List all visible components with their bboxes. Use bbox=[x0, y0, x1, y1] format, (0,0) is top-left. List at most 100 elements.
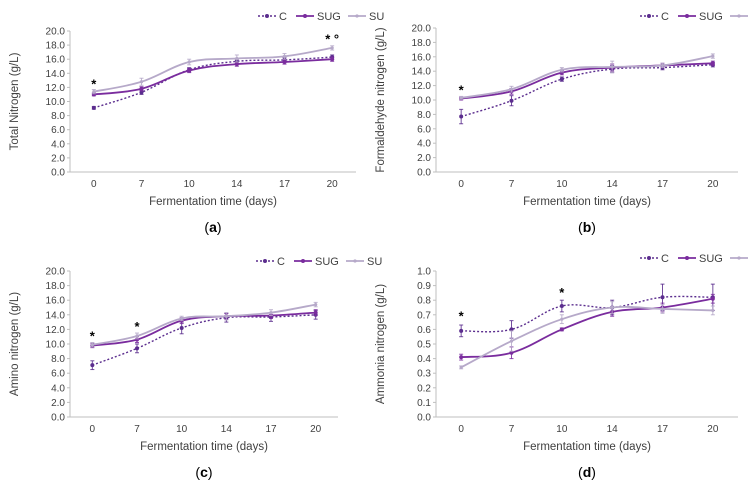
y-tick-label: 0.6 bbox=[417, 325, 431, 336]
x-tick-label: 10 bbox=[556, 179, 568, 190]
data-point-SUG bbox=[187, 68, 192, 73]
series-SUG bbox=[91, 56, 335, 97]
data-point-SUG bbox=[710, 296, 715, 301]
data-point-SU bbox=[269, 311, 273, 315]
data-point-C bbox=[179, 325, 184, 330]
data-point-SU bbox=[135, 334, 139, 338]
series-SU bbox=[459, 53, 715, 100]
x-tick-label: 14 bbox=[607, 424, 619, 435]
series-SU bbox=[90, 301, 318, 348]
data-point-C bbox=[90, 363, 95, 368]
data-point-SU bbox=[711, 54, 715, 58]
x-tick-label: 0 bbox=[90, 424, 96, 435]
series-line-SU bbox=[461, 55, 713, 99]
series-line-SUG bbox=[92, 311, 316, 347]
data-point-SUG bbox=[710, 61, 715, 66]
legend-label: SUG bbox=[317, 11, 341, 23]
legend-item-SU: SU bbox=[730, 14, 748, 18]
data-point-SU bbox=[610, 65, 614, 69]
y-tick-label: 10.0 bbox=[46, 97, 66, 108]
series-line-SUG bbox=[461, 297, 713, 359]
data-point-SUG bbox=[139, 86, 144, 91]
data-point-C bbox=[459, 328, 464, 333]
series-SU bbox=[459, 301, 715, 370]
legend-marker bbox=[647, 256, 651, 260]
x-tick-label: 7 bbox=[509, 179, 515, 190]
x-tick-label: 10 bbox=[556, 424, 568, 435]
data-point-SU bbox=[711, 308, 715, 313]
x-tick-label: 10 bbox=[176, 424, 188, 435]
y-tick-label: 2.0 bbox=[417, 153, 431, 164]
y-tick-label: 12.0 bbox=[412, 81, 432, 92]
legend-item-SUG: SUG bbox=[678, 11, 723, 23]
legend-label: C bbox=[661, 253, 669, 265]
series-SUG bbox=[90, 309, 318, 349]
chart-panel-c: 0.0 2.0 4.0 6.0 8.0 10.0 12.0 14.0 16.0 18.0 20.0 0… bbox=[9, 256, 382, 480]
x-tick-label: 7 bbox=[509, 424, 515, 435]
legend-item-C: C bbox=[640, 11, 669, 23]
y-tick-label: 16.0 bbox=[412, 52, 432, 63]
y-tick-label: 10.0 bbox=[412, 96, 432, 107]
y-tick-label: 20.0 bbox=[412, 24, 432, 35]
data-point-SU bbox=[180, 316, 184, 321]
series-SUG bbox=[459, 293, 715, 361]
data-point-SU bbox=[459, 365, 463, 369]
y-tick-label: 0.5 bbox=[417, 340, 431, 351]
x-tick-label: 14 bbox=[607, 179, 619, 190]
data-point-SU bbox=[314, 302, 318, 307]
y-tick-label: 12.0 bbox=[46, 83, 66, 94]
y-tick-label: 18.0 bbox=[412, 38, 432, 49]
y-tick-label: 16.0 bbox=[46, 296, 66, 307]
data-point-SUG bbox=[330, 57, 335, 62]
data-point-SU bbox=[235, 56, 239, 61]
y-axis-title: Amino nitrogen (g/L) bbox=[9, 292, 21, 396]
x-tick-label: 20 bbox=[310, 424, 322, 435]
legend-marker bbox=[263, 259, 267, 263]
y-tick-label: 20.0 bbox=[46, 267, 66, 278]
significance-mark: * ° bbox=[325, 31, 339, 46]
y-tick-label: 4.0 bbox=[51, 383, 65, 394]
y-tick-label: 0.0 bbox=[51, 168, 65, 179]
data-point-C bbox=[660, 295, 665, 300]
panel-label: (b) bbox=[578, 219, 596, 235]
data-point-SU bbox=[330, 46, 334, 50]
significance-mark: * bbox=[90, 329, 96, 344]
data-point-SU bbox=[90, 343, 94, 347]
legend-marker bbox=[355, 14, 359, 18]
x-axis-title: Fermentation time (days) bbox=[140, 441, 268, 453]
y-tick-label: 16.0 bbox=[46, 55, 66, 66]
y-tick-label: 8.0 bbox=[417, 110, 431, 121]
significance-mark: * bbox=[559, 285, 565, 300]
y-tick-label: 2.0 bbox=[51, 153, 65, 164]
y-tick-label: 8.0 bbox=[51, 111, 65, 122]
series-line-SU bbox=[92, 303, 316, 346]
legend-label: SUG bbox=[699, 253, 723, 265]
x-tick-label: 0 bbox=[458, 179, 464, 190]
data-point-C bbox=[459, 114, 464, 119]
legend-label: SU bbox=[369, 11, 384, 23]
legend-marker bbox=[353, 259, 357, 263]
y-tick-label: 18.0 bbox=[46, 41, 66, 52]
legend-marker bbox=[647, 14, 651, 18]
x-tick-label: 17 bbox=[657, 424, 669, 435]
data-point-SU bbox=[660, 307, 665, 311]
data-point-C bbox=[509, 98, 514, 103]
data-point-SU bbox=[560, 68, 564, 72]
chart-panel-a: 0.0 2.0 4.0 6.0 8.0 10.0 12.0 14.0 16.0 18.0 20.0 0… bbox=[9, 11, 384, 235]
legend-marker bbox=[685, 14, 689, 18]
x-tick-label: 10 bbox=[184, 179, 196, 190]
y-tick-label: 14.0 bbox=[46, 69, 66, 80]
y-tick-label: 0.2 bbox=[417, 383, 431, 394]
y-tick-label: 18.0 bbox=[46, 281, 66, 292]
y-tick-label: 2.0 bbox=[51, 398, 65, 409]
data-point-SU bbox=[660, 63, 665, 68]
data-point-SU bbox=[509, 87, 514, 91]
legend-label: SUG bbox=[315, 256, 339, 268]
data-point-SUG bbox=[559, 327, 564, 332]
x-tick-label: 14 bbox=[231, 179, 243, 190]
y-tick-label: 0.0 bbox=[51, 413, 65, 424]
x-axis-title: Fermentation time (days) bbox=[523, 196, 651, 208]
series-line-SUG bbox=[93, 58, 333, 96]
series-line-SU bbox=[93, 47, 333, 93]
